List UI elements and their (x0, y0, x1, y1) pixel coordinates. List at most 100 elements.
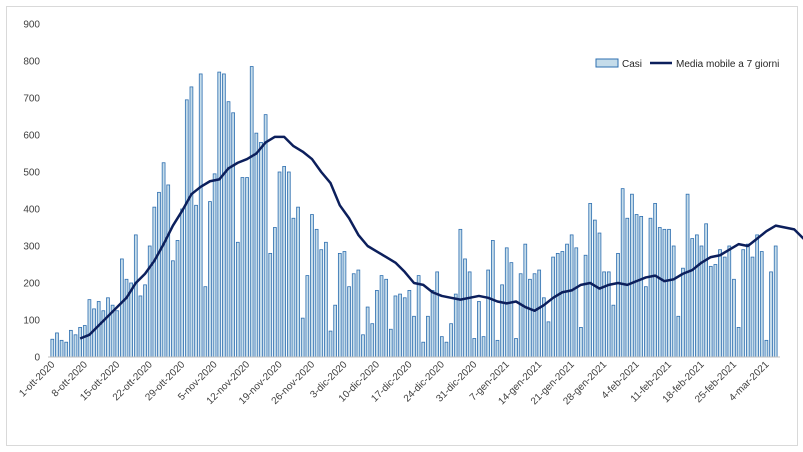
bar (217, 71, 222, 358)
bar (277, 171, 282, 358)
y-tick-label: 400 (23, 205, 40, 216)
bar (407, 289, 412, 358)
bar (620, 188, 625, 358)
bar (500, 284, 504, 358)
bar (189, 86, 194, 358)
bar (486, 269, 491, 358)
bar (375, 289, 379, 358)
bar (82, 325, 87, 358)
bar (365, 306, 370, 358)
bar (546, 321, 551, 358)
bar (426, 315, 430, 358)
bar (736, 326, 741, 358)
bar (379, 275, 384, 358)
bar (157, 191, 161, 358)
bar (467, 271, 472, 358)
bar (755, 234, 759, 358)
bar (235, 241, 240, 358)
bar (249, 66, 254, 358)
y-tick-label: 800 (23, 57, 40, 68)
bar (259, 141, 263, 358)
bar (676, 315, 681, 358)
legend-label-media-mobile: Media mobile a 7 giorni (676, 59, 779, 70)
bar (421, 341, 426, 358)
bar (268, 252, 273, 358)
bar (611, 304, 616, 358)
bar (370, 323, 375, 358)
bar (713, 264, 718, 358)
bar (73, 334, 78, 358)
bar (286, 171, 291, 358)
bar (741, 249, 746, 358)
bar (69, 329, 73, 358)
bar (528, 278, 532, 358)
bar (671, 245, 676, 358)
bar (398, 293, 402, 358)
bar (732, 278, 736, 358)
bar (222, 73, 226, 358)
bar (133, 234, 138, 358)
bar (537, 269, 542, 358)
bar (254, 132, 259, 358)
bar (458, 228, 463, 358)
bar (764, 339, 769, 358)
bar (59, 339, 64, 358)
bar (648, 217, 653, 358)
bar (653, 203, 657, 358)
bar (616, 252, 620, 358)
bar (208, 201, 212, 358)
bar (175, 240, 180, 358)
bars-series-casi (50, 66, 778, 358)
bar (161, 162, 166, 358)
bar (226, 101, 231, 358)
bar (583, 254, 588, 358)
bar (593, 219, 597, 358)
y-tick-label: 200 (23, 279, 40, 290)
bar (305, 275, 310, 358)
bar (704, 223, 708, 358)
bar (296, 206, 300, 358)
bar (477, 301, 481, 358)
bar (588, 203, 593, 358)
bar (481, 336, 486, 358)
bar (551, 256, 555, 358)
y-tick-label: 700 (23, 94, 40, 105)
bar (55, 332, 59, 358)
bar (681, 267, 685, 358)
bar (560, 251, 565, 358)
bar (328, 330, 333, 358)
bar (171, 260, 175, 358)
bar (639, 215, 644, 358)
bar (96, 301, 101, 358)
bar (212, 173, 217, 358)
bar (634, 214, 639, 358)
bar (347, 286, 351, 358)
bar (92, 308, 96, 358)
legend-swatch-casi (595, 58, 619, 68)
bar (472, 338, 477, 358)
bar (435, 271, 440, 358)
bar (722, 256, 727, 358)
bar (147, 245, 152, 358)
bar (463, 258, 467, 358)
bar (495, 339, 500, 358)
bar (708, 265, 713, 358)
bar (333, 304, 338, 358)
y-tick-label: 100 (23, 316, 40, 327)
bar (727, 245, 732, 358)
bar (50, 338, 55, 358)
bar (412, 315, 416, 358)
bar (402, 297, 407, 358)
bar (695, 234, 699, 358)
bar (555, 252, 560, 358)
y-tick-label: 500 (23, 168, 40, 179)
bar (750, 256, 755, 358)
bar (746, 243, 750, 358)
bar (291, 217, 296, 358)
bar (384, 278, 389, 358)
bar (263, 114, 268, 358)
bar (602, 271, 606, 358)
bar (444, 341, 449, 358)
bar (574, 247, 579, 358)
